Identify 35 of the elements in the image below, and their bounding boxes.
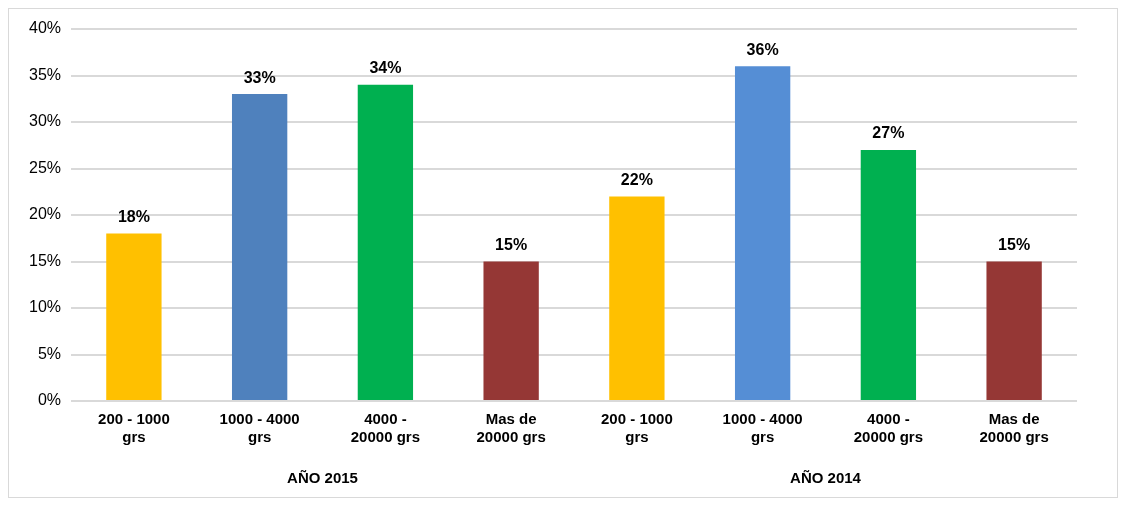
- y-tick-label: 20%: [28, 205, 62, 223]
- data-label: 22%: [620, 170, 653, 188]
- y-tick-label: 35%: [28, 65, 62, 83]
- x-tick-label: Mas de 20000 grs: [476, 410, 546, 446]
- y-tick-label: 40%: [28, 19, 62, 37]
- y-tick-label: 30%: [28, 112, 62, 130]
- text: AÑO 2015: [287, 469, 358, 487]
- data-label: 15%: [998, 235, 1031, 253]
- data-label: 33%: [243, 68, 276, 86]
- y-tick-label: 5%: [37, 344, 62, 362]
- y-tick-label: 15%: [28, 251, 62, 269]
- bar: [734, 66, 791, 400]
- data-label: 15%: [495, 235, 528, 253]
- data-label: 18%: [117, 208, 150, 226]
- text: AÑO 2014: [790, 469, 862, 487]
- y-tick-label: 10%: [28, 298, 62, 316]
- x-tick-label: 1000 - 4000 grs: [219, 410, 300, 446]
- bar: [106, 233, 162, 400]
- bar: [483, 261, 539, 400]
- x-tick-label: Mas de 20000 grs: [979, 410, 1049, 446]
- x-tick-label: 1000 - 4000 grs: [722, 410, 803, 446]
- bar: [860, 149, 917, 400]
- data-label: 36%: [746, 40, 779, 58]
- x-tick-label: 4000 - 20000 grs: [350, 410, 421, 446]
- x-tick-label: 200 - 1000 grs: [601, 410, 673, 446]
- bar: [609, 196, 665, 400]
- y-tick-label: 25%: [28, 158, 62, 176]
- bar: [986, 261, 1042, 400]
- x-tick-label: 4000 - 20000 grs: [853, 410, 923, 446]
- bar: [231, 94, 288, 400]
- x-tick-label: 200 - 1000 grs: [98, 410, 170, 446]
- data-label: 27%: [872, 124, 905, 142]
- y-tick-label: 0%: [37, 391, 62, 409]
- data-label: 34%: [369, 59, 402, 77]
- bar: [357, 84, 414, 400]
